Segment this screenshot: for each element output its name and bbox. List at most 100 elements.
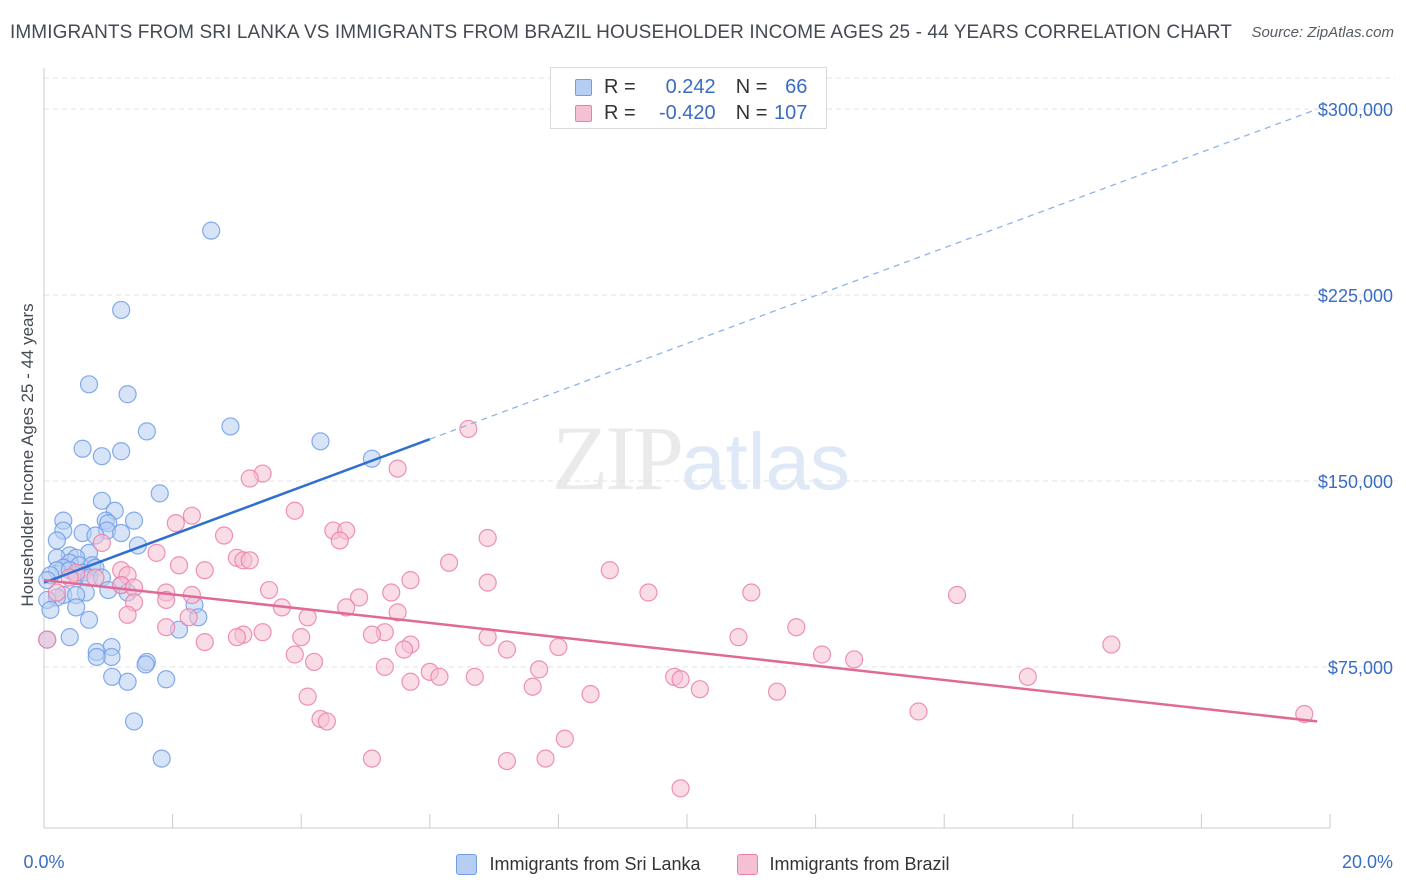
sri-lanka-point xyxy=(92,491,111,510)
brazil-point xyxy=(742,583,761,602)
brazil-point xyxy=(169,556,189,575)
brazil-point xyxy=(401,571,420,590)
x-tick-label-max: 20.0% xyxy=(1342,852,1393,872)
brazil-point xyxy=(767,682,787,701)
brazil-point xyxy=(47,583,66,602)
brazil-point xyxy=(298,687,317,706)
legend-label-sri-lanka: Immigrants from Sri Lanka xyxy=(489,853,701,874)
brazil-point xyxy=(298,608,317,627)
brazil-point xyxy=(1102,635,1121,654)
sri-lanka-point xyxy=(118,672,137,691)
sri-lanka-point xyxy=(41,600,60,619)
brazil-point xyxy=(375,657,394,676)
brazil-point xyxy=(812,645,832,664)
brazil-point xyxy=(1018,667,1037,686)
brazil-point xyxy=(362,749,382,768)
brazil-point xyxy=(166,514,185,533)
brazil-point xyxy=(600,561,619,580)
brazil-point xyxy=(530,660,549,679)
brazil-point xyxy=(497,640,517,659)
brazil-point xyxy=(92,533,111,553)
brazil-point xyxy=(86,568,105,587)
brazil-point xyxy=(394,640,414,659)
brazil-point xyxy=(157,590,176,610)
brazil-point xyxy=(337,598,356,617)
source-label: Source: ZipAtlas.com xyxy=(1251,24,1394,41)
brazil-point xyxy=(581,685,600,704)
brazil-point xyxy=(292,628,311,647)
sri-lanka-point xyxy=(92,447,111,466)
brazil-point xyxy=(240,551,259,570)
brazil-point xyxy=(38,630,57,649)
brazil-point xyxy=(459,419,478,439)
stats-swatch-sri-lanka xyxy=(575,78,592,96)
brazil-point xyxy=(729,628,748,647)
brazil-point xyxy=(690,680,709,699)
sri-lanka-trend-line xyxy=(43,437,431,584)
brazil-point xyxy=(523,677,542,696)
sri-lanka-point xyxy=(47,531,66,550)
brazil-point xyxy=(465,667,484,686)
legend-label-brazil: Immigrants from Brazil xyxy=(769,853,950,874)
brazil-point xyxy=(253,623,272,642)
sri-lanka-point xyxy=(137,422,156,441)
legend-item-sri-lanka[interactable]: Immigrants from Sri Lanka xyxy=(456,853,701,875)
brazil-point xyxy=(439,553,459,572)
sri-lanka-point xyxy=(157,670,176,689)
sri-lanka-point xyxy=(311,432,330,451)
sri-lanka-point xyxy=(221,417,240,436)
brazil-point xyxy=(671,779,690,798)
brazil-point xyxy=(1295,704,1314,724)
chart-title: IMMIGRANTS FROM SRI LANKA VS IMMIGRANTS … xyxy=(10,22,1232,43)
sri-lanka-point xyxy=(112,442,131,461)
brazil-point xyxy=(304,652,324,672)
brazil-point xyxy=(147,543,166,562)
y-tick-label: $300,000 xyxy=(1318,100,1393,120)
brazil-point xyxy=(478,573,497,592)
legend: Immigrants from Sri Lanka Immigrants fro… xyxy=(0,850,1406,878)
brazil-point xyxy=(285,501,304,520)
brazil-point xyxy=(349,588,369,607)
brazil-point xyxy=(195,561,214,580)
brazil-point xyxy=(639,583,658,602)
brazil-point xyxy=(214,526,234,545)
brazil-point xyxy=(227,628,246,647)
brazil-point xyxy=(478,528,497,548)
legend-swatch-sri-lanka xyxy=(456,853,478,875)
watermark: ZIPatlas xyxy=(552,405,850,511)
stats-r-value: -0.420 xyxy=(658,101,716,124)
stats-r-label: R = xyxy=(604,75,636,98)
y-axis-label: Householder Income Ages 25 - 44 years xyxy=(18,303,37,607)
sri-lanka-point xyxy=(67,598,86,617)
sri-lanka-point xyxy=(124,712,144,731)
brazil-point xyxy=(317,712,337,731)
brazil-point xyxy=(388,603,407,622)
x-tick-label-min: 0.0% xyxy=(23,852,64,872)
stats-swatch-brazil xyxy=(575,104,592,122)
legend-swatch-brazil xyxy=(736,853,758,875)
brazil-point xyxy=(947,585,967,605)
brazil-point xyxy=(182,506,201,525)
brazil-point xyxy=(671,670,690,689)
stats-n-value: 66 xyxy=(785,75,808,98)
sri-lanka-point xyxy=(202,221,221,240)
sri-lanka-point xyxy=(118,385,137,404)
brazil-point xyxy=(285,645,304,664)
legend-item-brazil[interactable]: Immigrants from Brazil xyxy=(736,853,950,875)
y-tick-label: $225,000 xyxy=(1318,286,1393,306)
watermark-zip: ZIP xyxy=(552,407,684,509)
stats-n-label: N = xyxy=(735,101,768,124)
brazil-point xyxy=(909,702,928,721)
stats-r-value: 0.242 xyxy=(665,75,716,98)
watermark-atlas: atlas xyxy=(681,417,850,506)
sri-lanka-point xyxy=(103,667,122,686)
brazil-point xyxy=(259,580,279,600)
brazil-trend-line xyxy=(43,578,1318,723)
brazil-point xyxy=(382,583,401,602)
sri-lanka-point xyxy=(112,300,131,320)
brazil-point xyxy=(401,672,420,691)
sri-lanka-point xyxy=(60,628,79,647)
y-tick-label: $150,000 xyxy=(1318,472,1393,492)
brazil-point xyxy=(497,751,517,771)
sri-lanka-point xyxy=(152,749,171,768)
